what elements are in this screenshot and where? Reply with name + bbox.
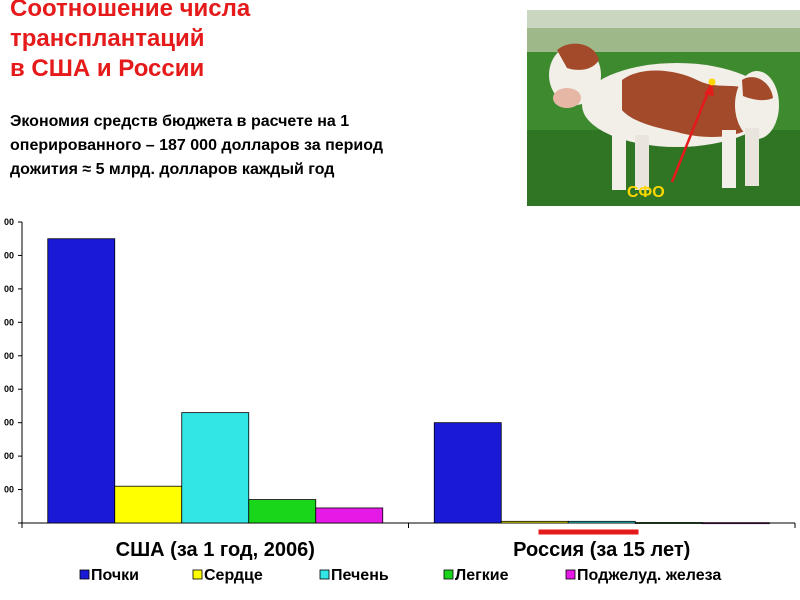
y-tick-label: 00	[4, 284, 14, 294]
category-label-russia: Россия (за 15 лет)	[513, 539, 690, 561]
legend-label: Сердце	[204, 567, 263, 584]
y-tick-label: 00	[4, 317, 14, 327]
chart-bars	[47, 238, 770, 525]
budget-savings-text: Экономия средств бюджета в расчете на 1 …	[10, 113, 383, 178]
sfo-label: СФО	[627, 184, 665, 201]
y-tick-label: 00	[4, 351, 14, 361]
legend-label: Поджелуд. железа	[577, 567, 721, 584]
chart-category-labels: США (за 1 год, 2006) Россия (за 15 лет)	[116, 529, 690, 561]
y-tick-label: 00	[4, 418, 14, 428]
legend-swatch	[79, 569, 90, 580]
y-tick-label: 00	[4, 485, 14, 495]
bar-usa-2	[181, 412, 250, 524]
bar-usa-4	[315, 507, 384, 524]
transplant-bar-chart: 00 00 00 00 00 00 00 00 00 США (за 1 год, 2006) Р…	[4, 217, 796, 584]
legend-swatch	[443, 569, 454, 580]
y-tick-label: 00	[4, 451, 14, 461]
chart-legend: Почки Сердце Печень Легкие Поджелуд. железа	[79, 567, 721, 584]
legend-swatch	[192, 569, 203, 580]
sfo-arrow	[670, 81, 714, 183]
bar-usa-1	[114, 485, 183, 524]
legend-label: Почки	[91, 567, 139, 584]
y-tick-label: 00	[4, 384, 14, 394]
legend-swatch	[319, 569, 330, 580]
bar-russia-1	[500, 520, 569, 524]
legend-label: Печень	[331, 567, 389, 584]
bar-usa-3	[248, 499, 317, 524]
bar-russia-4	[701, 522, 770, 525]
legend-label: Легкие	[455, 567, 509, 584]
bar-russia-2	[567, 520, 636, 524]
chart-axes: 00 00 00 00 00 00 00 00 00	[4, 217, 796, 528]
bar-usa-0	[47, 238, 116, 524]
sfo-marker	[708, 78, 716, 86]
page-title: Соотношение числа трансплантаций в США и…	[10, 0, 251, 82]
cow-photo: СФО	[527, 10, 800, 206]
y-tick-label: 00	[4, 217, 14, 227]
legend-swatch	[565, 569, 576, 580]
category-label-usa: США (за 1 год, 2006)	[116, 539, 315, 561]
bar-russia-3	[634, 522, 703, 524]
cow-illustration: СФО	[527, 10, 800, 206]
bar-russia-0	[433, 422, 502, 524]
y-tick-label: 00	[4, 250, 14, 260]
